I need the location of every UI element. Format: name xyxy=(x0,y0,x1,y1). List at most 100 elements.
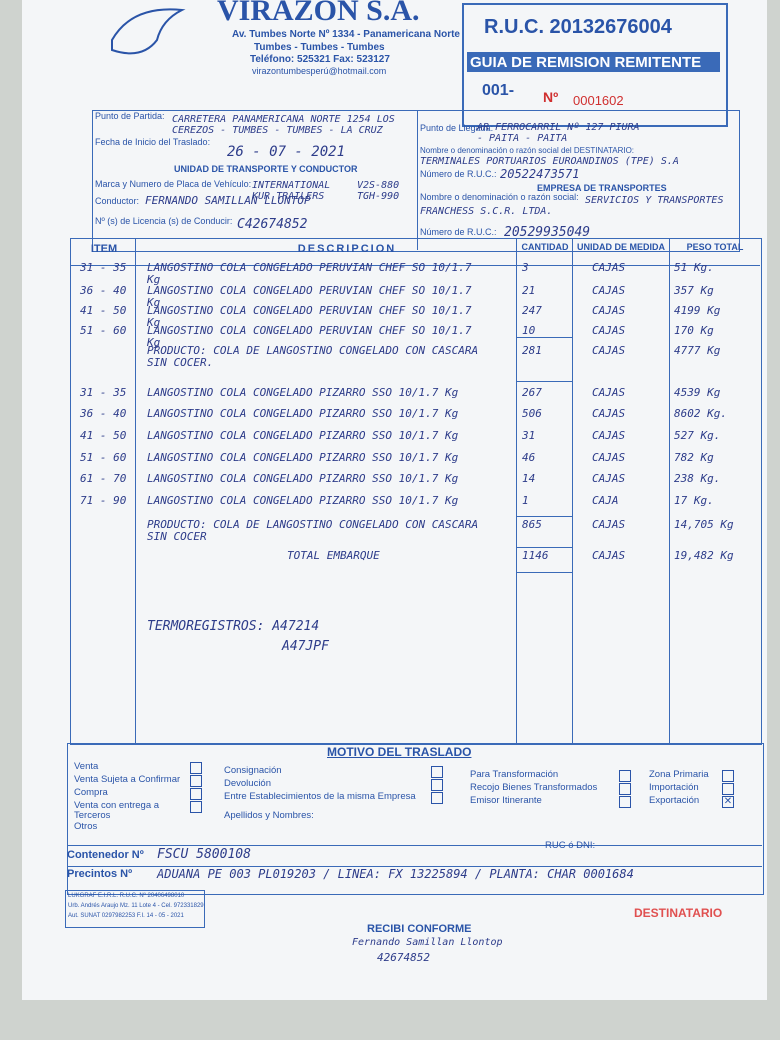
table-cell: CAJAS xyxy=(592,518,626,531)
shipping-box xyxy=(92,110,740,252)
table-cell: CAJAS xyxy=(592,261,626,274)
option-label: Venta xyxy=(74,761,99,772)
checkbox[interactable] xyxy=(619,783,631,795)
section-heading: UNIDAD DE TRANSPORTE Y CONDUCTOR xyxy=(174,164,358,174)
column-header: UNIDAD DE MEDIDA xyxy=(576,242,665,252)
divider xyxy=(516,238,518,743)
note: A47JPF xyxy=(282,639,329,654)
label: Marca y Numero de Placa de Vehículo: xyxy=(95,179,252,189)
option-label: Emisor Itinerante xyxy=(470,795,542,806)
label: Punto de Llegada: xyxy=(420,123,494,133)
table-cell: CAJAS xyxy=(592,472,626,485)
checkbox[interactable] xyxy=(431,792,443,804)
subtotal-line xyxy=(516,381,572,382)
subtotal-line xyxy=(516,337,572,338)
signature-caption: RECIBI CONFORME xyxy=(367,923,472,935)
table-cell: LANGOSTINO COLA CONGELADO PERUVIAN CHEF … xyxy=(147,284,472,310)
table-cell: 61 - 70 xyxy=(80,472,127,485)
table-cell: PRODUCTO: COLA DE LANGOSTINO CONGELADO C… xyxy=(147,344,479,370)
option-label: Para Transformación xyxy=(470,769,559,780)
company-email: virazontumbesperú@hotmail.com xyxy=(252,66,387,76)
label: RUC ó DNI: xyxy=(545,840,596,851)
table-cell: PRODUCTO: COLA DE LANGOSTINO CONGELADO C… xyxy=(147,518,479,544)
table-cell: 14,705 Kg xyxy=(674,518,734,531)
label: Fecha de Inicio del Traslado: xyxy=(95,137,211,147)
series: 001- xyxy=(482,82,515,99)
table-cell: 357 Kg xyxy=(674,284,714,297)
checkbox[interactable] xyxy=(431,779,443,791)
table-cell: 170 Kg xyxy=(674,324,714,337)
motive-box xyxy=(67,743,764,895)
table-cell: 19,482 Kg xyxy=(674,549,734,562)
divider xyxy=(70,265,760,267)
plates: V2S-880 TGH-990 xyxy=(357,180,400,202)
company-city: Tumbes - Tumbes - Tumbes xyxy=(254,42,385,53)
checkbox[interactable] xyxy=(619,796,631,808)
divider xyxy=(135,238,137,743)
table-cell: 41 - 50 xyxy=(80,304,127,317)
ruc-box xyxy=(462,3,728,127)
table-cell: 4539 Kg xyxy=(674,386,721,399)
checkbox[interactable] xyxy=(190,762,202,774)
printer-info: LUKGRAF E.I.R.L. R.U.C. Nº 20406498010 xyxy=(68,893,185,899)
option-label: Entre Establecimientos de la misma Empre… xyxy=(224,791,416,802)
table-cell: CAJAS xyxy=(592,304,626,317)
table-cell: CAJAS xyxy=(592,429,626,442)
date: 26 - 07 - 2021 xyxy=(227,144,346,160)
table-cell: 31 - 35 xyxy=(80,386,127,399)
label: Apellidos y Nombres: xyxy=(224,810,314,821)
option-label: Otros xyxy=(74,821,98,832)
label: Nombre o denominación o razón social del… xyxy=(420,146,635,155)
label: Nombre o denominación o razón social: xyxy=(420,192,579,202)
arrival: AR FERROCARRIL Nº 127 PIURA - PAITA - PA… xyxy=(477,122,640,144)
option-label: Zona Primaria xyxy=(649,769,709,780)
table-cell: 782 Kg xyxy=(674,451,714,464)
printer-info: Urb. Andrés Araujo Mz. 11 Lote 4 - Cel. … xyxy=(68,903,204,909)
company-name: VIRAZON S.A. xyxy=(217,0,420,27)
table-cell: 17 Kg. xyxy=(674,494,714,507)
document: VIRAZON S.A. Av. Tumbes Norte Nº 1334 - P… xyxy=(22,0,767,1000)
checkbox[interactable] xyxy=(722,783,734,795)
table-cell: 865 xyxy=(522,518,542,531)
recipient: TERMINALES PORTUARIOS EUROANDINOS (TPE) … xyxy=(420,156,679,167)
divider xyxy=(669,238,671,743)
checkbox[interactable] xyxy=(190,801,202,813)
signature-id: 42674852 xyxy=(377,951,430,964)
option-label: Devolución xyxy=(224,778,271,789)
table-cell: 41 - 50 xyxy=(80,429,127,442)
table-cell: LANGOSTINO COLA CONGELADO PERUVIAN CHEF … xyxy=(147,304,472,330)
table-cell: CAJAS xyxy=(592,284,626,297)
checkbox[interactable] xyxy=(190,775,202,787)
table-cell: 36 - 40 xyxy=(80,284,127,297)
items-table xyxy=(70,238,762,745)
vehicle: INTERNATIONAL KUR TRAILERS xyxy=(252,180,331,202)
label: Precintos Nº xyxy=(67,868,133,880)
doc-number: 0001602 xyxy=(573,93,624,108)
checkbox[interactable] xyxy=(190,788,202,800)
table-cell: 21 xyxy=(522,284,536,297)
carrier-name: SERVICIOS Y TRANSPORTES FRANCHESS S.C.R.… xyxy=(420,195,724,217)
checkbox[interactable]: ✕ xyxy=(722,796,734,808)
checkbox[interactable] xyxy=(619,770,631,782)
subtotal-line xyxy=(516,547,572,548)
table-cell: CAJAS xyxy=(592,344,626,357)
table-cell: CAJAS xyxy=(592,407,626,420)
section-title: MOTIVO DEL TRASLADO xyxy=(327,745,472,759)
label: Número de R.U.C.: xyxy=(420,169,497,179)
option-label: Recojo Bienes Transformados xyxy=(470,782,598,793)
table-cell: 4777 Kg xyxy=(674,344,721,357)
column-header: PESO TOTAL xyxy=(686,242,744,252)
table-cell: 506 xyxy=(522,407,542,420)
checkbox[interactable] xyxy=(722,770,734,782)
table-cell: LANGOSTINO COLA CONGELADO PERUVIAN CHEF … xyxy=(147,324,472,350)
column-header: DESCRIPCION xyxy=(297,243,397,255)
table-cell: TOTAL EMBARQUE xyxy=(287,549,380,562)
note: TERMOREGISTROS: A47214 xyxy=(147,619,320,634)
divider xyxy=(417,110,419,250)
seals: ADUANA PE 003 PL019203 / LINEA: FX 13225… xyxy=(157,867,634,881)
license: C42674852 xyxy=(237,217,308,232)
checkbox[interactable] xyxy=(431,766,443,778)
table-cell: 1 xyxy=(522,494,529,507)
table-cell: 31 xyxy=(522,429,536,442)
